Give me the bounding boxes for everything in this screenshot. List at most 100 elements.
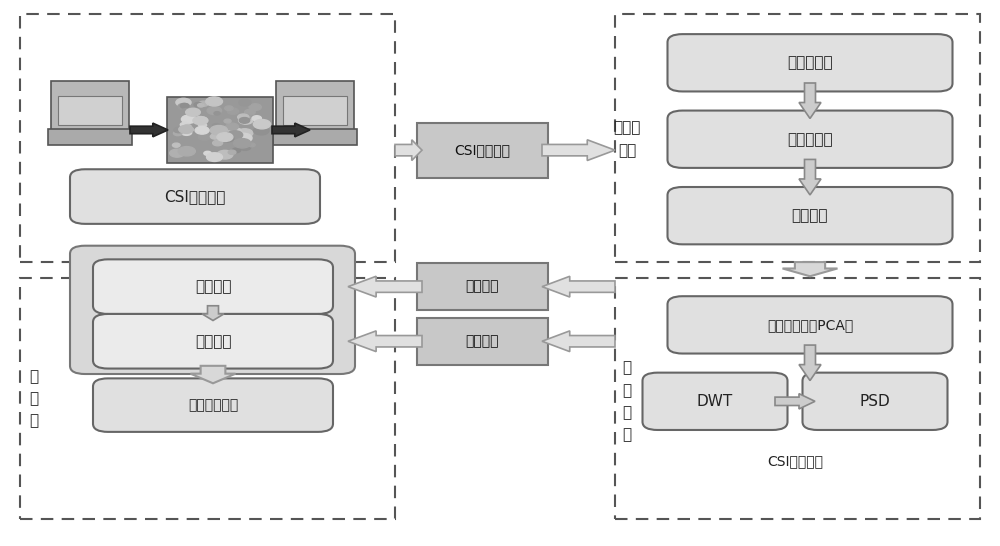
- FancyBboxPatch shape: [167, 97, 273, 163]
- FancyBboxPatch shape: [668, 34, 953, 91]
- FancyArrow shape: [348, 331, 422, 352]
- Circle shape: [237, 129, 253, 138]
- FancyArrow shape: [799, 159, 821, 195]
- Circle shape: [195, 117, 208, 124]
- Circle shape: [198, 104, 204, 107]
- FancyBboxPatch shape: [48, 128, 132, 145]
- Circle shape: [176, 98, 191, 106]
- Circle shape: [204, 151, 211, 156]
- Circle shape: [238, 114, 249, 120]
- FancyBboxPatch shape: [802, 372, 948, 430]
- Circle shape: [239, 144, 251, 150]
- Circle shape: [217, 133, 233, 141]
- FancyBboxPatch shape: [93, 378, 333, 432]
- FancyBboxPatch shape: [642, 372, 788, 430]
- Text: 测试特征: 测试特征: [465, 334, 499, 348]
- Circle shape: [213, 140, 223, 146]
- Bar: [615, 278, 980, 519]
- Circle shape: [227, 108, 239, 114]
- Circle shape: [227, 130, 243, 139]
- Text: 清除噪声: 清除噪声: [792, 208, 828, 223]
- Circle shape: [253, 120, 271, 129]
- FancyBboxPatch shape: [51, 81, 129, 133]
- FancyArrow shape: [799, 345, 821, 381]
- Circle shape: [210, 126, 227, 135]
- Circle shape: [180, 103, 189, 108]
- Circle shape: [249, 104, 261, 110]
- FancyBboxPatch shape: [416, 263, 548, 310]
- Circle shape: [248, 143, 255, 147]
- Circle shape: [172, 143, 180, 147]
- FancyBboxPatch shape: [58, 96, 122, 126]
- Bar: [20, 278, 395, 519]
- Circle shape: [180, 122, 188, 127]
- Circle shape: [173, 131, 182, 135]
- Text: 异常值检测: 异常值检测: [787, 55, 833, 70]
- FancyBboxPatch shape: [273, 128, 357, 145]
- Circle shape: [178, 146, 195, 156]
- Circle shape: [206, 97, 223, 106]
- Circle shape: [217, 150, 233, 159]
- Bar: [615, 14, 980, 262]
- Circle shape: [178, 103, 189, 110]
- Circle shape: [245, 109, 255, 115]
- Circle shape: [212, 123, 220, 128]
- Text: 训练样本: 训练样本: [195, 279, 231, 294]
- FancyBboxPatch shape: [416, 318, 548, 365]
- FancyBboxPatch shape: [668, 296, 953, 354]
- Circle shape: [181, 129, 192, 135]
- Circle shape: [252, 116, 261, 121]
- Circle shape: [182, 129, 191, 133]
- Text: 数据归一化: 数据归一化: [787, 132, 833, 147]
- FancyArrow shape: [190, 366, 236, 383]
- Circle shape: [224, 119, 231, 123]
- FancyBboxPatch shape: [668, 187, 953, 245]
- FancyArrow shape: [542, 331, 615, 352]
- Circle shape: [184, 124, 191, 128]
- Circle shape: [182, 109, 190, 113]
- FancyArrow shape: [202, 306, 224, 321]
- Circle shape: [194, 103, 202, 107]
- FancyArrow shape: [783, 262, 838, 276]
- FancyArrow shape: [775, 394, 815, 409]
- Text: CSI数据处理: CSI数据处理: [454, 143, 510, 157]
- FancyArrow shape: [348, 276, 422, 297]
- Circle shape: [207, 153, 222, 162]
- Circle shape: [170, 149, 184, 157]
- Circle shape: [199, 101, 208, 106]
- FancyBboxPatch shape: [70, 169, 320, 224]
- Circle shape: [228, 150, 236, 155]
- Text: 随机森林分类: 随机森林分类: [188, 398, 238, 412]
- Text: DWT: DWT: [697, 394, 733, 409]
- Circle shape: [199, 134, 210, 140]
- FancyBboxPatch shape: [93, 314, 333, 369]
- Circle shape: [214, 111, 220, 115]
- Text: PSD: PSD: [860, 394, 890, 409]
- Circle shape: [225, 106, 233, 110]
- Text: 训练特征: 训练特征: [465, 280, 499, 294]
- Circle shape: [221, 135, 234, 142]
- Circle shape: [186, 108, 200, 116]
- Circle shape: [226, 123, 238, 130]
- Circle shape: [232, 148, 241, 153]
- FancyArrow shape: [130, 123, 168, 136]
- FancyBboxPatch shape: [668, 110, 953, 168]
- Text: CSI振幅信息: CSI振幅信息: [767, 454, 823, 468]
- Circle shape: [239, 116, 253, 124]
- Circle shape: [234, 133, 252, 143]
- FancyBboxPatch shape: [70, 246, 355, 374]
- Circle shape: [229, 128, 242, 135]
- Text: 主成分分析（PCA）: 主成分分析（PCA）: [767, 318, 853, 332]
- Text: 特
征
提
取: 特 征 提 取: [622, 360, 632, 442]
- FancyArrow shape: [272, 123, 310, 136]
- Circle shape: [174, 127, 184, 133]
- Circle shape: [239, 99, 251, 106]
- FancyBboxPatch shape: [276, 81, 354, 133]
- Bar: [20, 14, 395, 262]
- Circle shape: [254, 127, 269, 135]
- Circle shape: [195, 127, 209, 134]
- Circle shape: [239, 117, 250, 123]
- FancyArrow shape: [542, 276, 615, 297]
- Circle shape: [207, 106, 222, 115]
- Text: 数
据
集: 数 据 集: [29, 369, 39, 428]
